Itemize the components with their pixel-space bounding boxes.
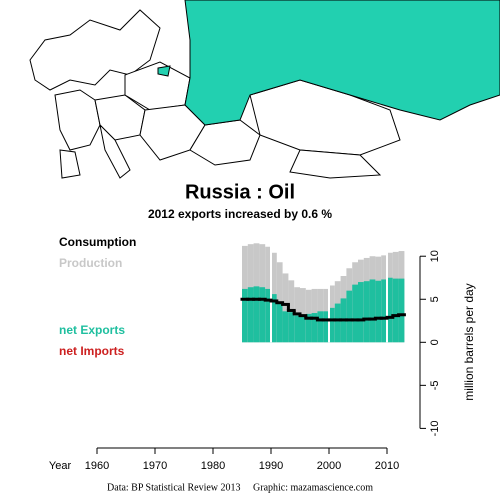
export-bar — [317, 311, 324, 343]
export-bar — [265, 288, 271, 343]
x-axis-label: Year — [49, 460, 72, 472]
export-bar — [387, 277, 393, 343]
x-tick-label: 1990 — [259, 460, 283, 472]
export-bar — [294, 315, 300, 343]
export-bar — [259, 287, 266, 343]
export-bar — [271, 294, 277, 343]
y-tick-label: 5 — [429, 296, 441, 302]
y-tick-label: 10 — [429, 250, 441, 262]
y-tick-label: -5 — [429, 380, 441, 390]
export-bar — [247, 287, 254, 343]
y-tick-label: 0 — [429, 339, 441, 345]
y-axis-label: million barrels per day — [462, 283, 476, 400]
export-bar — [323, 311, 329, 343]
export-bar — [398, 278, 405, 343]
export-bar — [253, 286, 260, 343]
x-tick-label: 2010 — [375, 460, 399, 472]
map-country — [99, 123, 131, 179]
export-bar — [358, 282, 364, 343]
export-bar — [392, 278, 399, 343]
export-bar — [381, 279, 387, 343]
legend-entry: Production — [59, 256, 122, 270]
map — [29, 0, 500, 179]
map-country — [289, 149, 382, 179]
legend-entry: net Imports — [59, 344, 125, 358]
export-bar — [282, 311, 289, 343]
export-bar — [329, 307, 335, 343]
map-russia — [184, 0, 500, 126]
map-country — [59, 149, 81, 179]
export-bar — [242, 288, 248, 343]
legend-entry: net Exports — [59, 323, 125, 337]
x-tick-label: 1960 — [85, 460, 109, 472]
chart-title: Russia : Oil — [185, 181, 295, 203]
map-country — [29, 9, 161, 91]
legend-entry: Consumption — [59, 235, 136, 249]
export-bar — [288, 312, 295, 343]
chart-subtitle: 2012 exports increased by 0.6 % — [148, 207, 332, 221]
export-bar — [276, 301, 283, 343]
export-bar — [311, 313, 318, 343]
export-bar — [300, 314, 306, 343]
footer: Data: BP Statistical Review 2013 Graphic… — [107, 482, 373, 493]
x-tick-label: 1980 — [201, 460, 225, 472]
production-bar — [282, 273, 289, 343]
export-bar — [334, 303, 341, 343]
x-tick-label: 2000 — [317, 460, 341, 472]
map-russia — [157, 65, 171, 77]
map-country — [54, 89, 101, 151]
export-bar — [369, 279, 376, 343]
export-bar — [305, 313, 312, 343]
export-bar — [363, 281, 370, 343]
export-bar — [352, 284, 358, 343]
export-bar — [346, 290, 353, 343]
y-tick-label: -10 — [429, 420, 441, 436]
export-bar — [375, 280, 382, 343]
x-tick-label: 1970 — [143, 460, 167, 472]
